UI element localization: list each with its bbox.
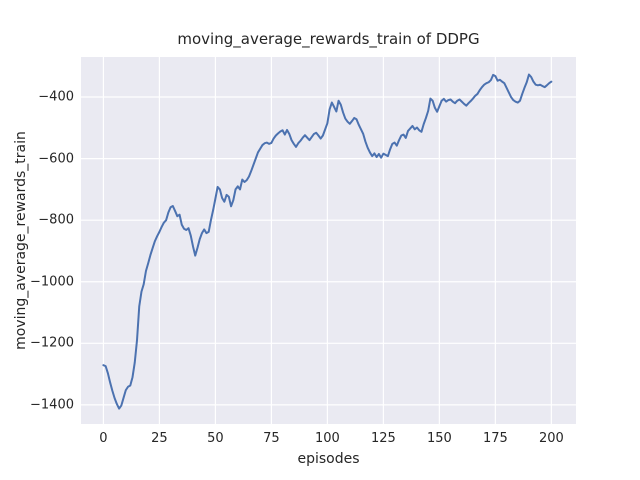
x-axis-label: episodes — [297, 451, 360, 467]
y-tick-label: −1200 — [30, 335, 74, 351]
y-tick-label: −600 — [38, 151, 74, 167]
x-tick-label: 0 — [99, 431, 108, 446]
x-tick-label: 100 — [314, 431, 340, 446]
y-tick-label: −400 — [38, 89, 74, 105]
y-axis-label: moving_average_rewards_train — [13, 131, 29, 350]
x-tick-label: 75 — [263, 431, 280, 446]
y-tick-label: −1400 — [30, 397, 74, 413]
x-tick-label: 150 — [426, 431, 452, 446]
y-tick-label: −800 — [38, 212, 74, 228]
x-tick-label: 200 — [538, 431, 564, 446]
chart-title: moving_average_rewards_train of DDPG — [177, 30, 480, 48]
x-tick-label: 125 — [370, 431, 396, 446]
y-tick-label: −1000 — [30, 274, 74, 290]
x-tick-label: 175 — [482, 431, 508, 446]
x-tick-label: 25 — [151, 431, 168, 446]
plot-area — [81, 57, 576, 424]
series-line — [102, 73, 553, 410]
x-tick-label: 50 — [207, 431, 224, 446]
